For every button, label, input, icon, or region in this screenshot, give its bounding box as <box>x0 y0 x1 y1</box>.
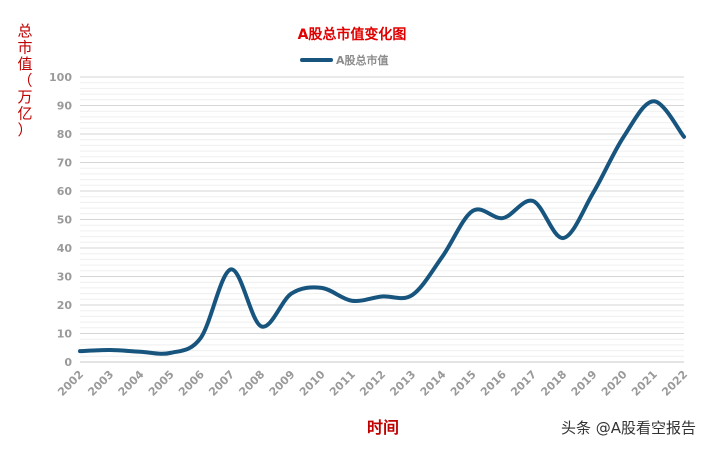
x-tick-label: 2011 <box>327 368 358 399</box>
x-tick-label: 2002 <box>55 368 86 399</box>
legend: A股总市值 <box>300 53 389 67</box>
y-tick-label: 40 <box>57 242 73 255</box>
x-tick-label: 2016 <box>478 368 509 399</box>
y-tick-label: 0 <box>64 356 72 369</box>
x-axis-ticks: 2002 2003 2004 2005 2006 2007 2008 2009 2010 2011… <box>55 368 690 399</box>
x-tick-label: 2009 <box>267 368 298 399</box>
y-tick-label: 70 <box>57 157 73 170</box>
y-axis-label-char: ） <box>17 121 32 139</box>
x-tick-label: 2007 <box>206 368 237 399</box>
x-tick-label: 2013 <box>387 368 418 399</box>
grid <box>80 76 684 363</box>
x-tick-label: 2021 <box>629 368 660 399</box>
x-tick-label: 2020 <box>599 368 630 399</box>
x-tick-label: 2017 <box>508 368 539 399</box>
y-tick-label: 10 <box>57 328 73 341</box>
x-tick-label: 2010 <box>297 368 328 399</box>
x-tick-label: 2012 <box>357 368 388 399</box>
y-axis-label-char: 市 <box>17 39 32 57</box>
y-tick-label: 50 <box>57 214 73 227</box>
y-tick-label: 30 <box>57 271 73 284</box>
x-tick-label: 2019 <box>569 368 600 399</box>
x-tick-label: 2005 <box>146 368 177 399</box>
x-tick-label: 2014 <box>418 368 449 399</box>
y-tick-label: 100 <box>49 71 72 84</box>
y-axis-label-char: 总 <box>17 22 32 40</box>
series-line <box>78 99 686 356</box>
y-axis-label-char: 万 <box>17 88 32 106</box>
x-axis-label: 时间 <box>367 418 399 437</box>
x-tick-label: 2018 <box>538 368 569 399</box>
y-tick-label: 80 <box>57 128 73 141</box>
chart-title: A股总市值变化图 <box>298 26 407 43</box>
x-tick-label: 2022 <box>659 368 690 399</box>
x-tick-label: 2008 <box>236 368 267 399</box>
y-axis-label-char: （ <box>17 72 32 90</box>
watermark: 头条 @A股看空报告 <box>561 419 696 437</box>
x-tick-label: 2003 <box>85 368 116 399</box>
y-tick-label: 90 <box>57 100 73 113</box>
legend-label: A股总市值 <box>336 53 389 67</box>
y-axis-label-char: 值 <box>17 55 32 73</box>
x-tick-label: 2004 <box>116 368 147 399</box>
y-tick-label: 20 <box>57 299 73 312</box>
y-tick-label: 60 <box>57 185 73 198</box>
y-axis-label: 总市值（万亿） <box>17 22 32 139</box>
series-lines <box>78 99 686 356</box>
y-axis-ticks: 0 10 20 30 40 50 60 70 80 90 100 <box>49 71 72 369</box>
x-tick-label: 2015 <box>448 368 479 399</box>
y-axis-label-char: 亿 <box>17 105 32 123</box>
x-tick-label: 2006 <box>176 368 207 399</box>
